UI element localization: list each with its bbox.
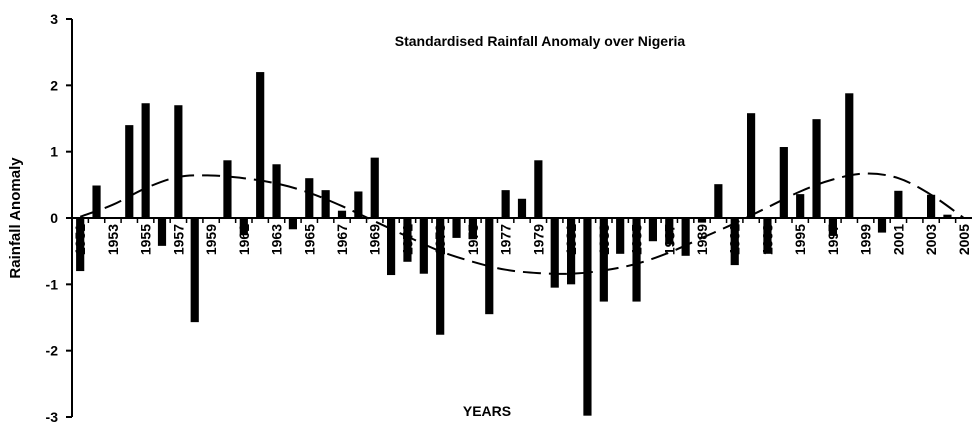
x-tick-label: 1983 — [596, 224, 612, 255]
bar-2001 — [894, 190, 903, 218]
x-tick-label: 1997 — [825, 224, 841, 255]
bar-1967 — [337, 210, 347, 218]
x-tick-label: 1961 — [236, 224, 252, 255]
x-tick-label: 2005 — [956, 224, 972, 255]
bar-1965 — [305, 178, 314, 218]
x-tick-label: 1965 — [301, 224, 317, 255]
x-tick-label: 1969 — [367, 224, 383, 255]
bar-1989 — [697, 218, 707, 223]
x-tick-label: 1995 — [792, 224, 808, 255]
x-tick-label: 1979 — [530, 224, 546, 255]
y-ticks-group: 3 2 1 0 -1 -2 -3 — [46, 11, 72, 425]
bar-1995 — [796, 194, 805, 218]
x-tick-label: 2001 — [890, 224, 906, 255]
bar-1964 — [288, 218, 297, 230]
y-tick-label: 0 — [50, 210, 58, 226]
bar-1994 — [779, 147, 788, 218]
x-tick-label: 1975 — [465, 224, 481, 255]
bar-1962 — [256, 72, 265, 218]
x-ticks-group: 1951 1953 1955 1957 1959 1961 1963 1965 1967 1969… — [71, 218, 972, 255]
x-tick-label: 2003 — [923, 224, 939, 255]
x-tick-label: 1981 — [563, 224, 579, 255]
x-tick-label: 1967 — [334, 224, 350, 255]
x-tick-label: 1971 — [400, 224, 416, 255]
bar-1951 — [76, 218, 85, 272]
x-tick-label: 1955 — [138, 224, 154, 255]
y-tick-label: 2 — [50, 77, 58, 93]
y-tick-label: -3 — [46, 409, 59, 425]
y-tick-label: -1 — [46, 276, 59, 292]
x-tick-label: 1985 — [629, 224, 645, 255]
bar-1973 — [436, 218, 445, 335]
bar-1980 — [550, 218, 559, 288]
bar-2000 — [877, 218, 887, 233]
bar-1981 — [567, 218, 576, 285]
bar-1988 — [681, 218, 690, 256]
y-axis-label: Rainfall Anomaly — [7, 157, 24, 279]
bar-1982 — [583, 218, 592, 416]
x-tick-label: 1993 — [760, 224, 776, 255]
bar-1963 — [272, 164, 281, 218]
bar-1961 — [239, 218, 248, 236]
bar-1956 — [157, 218, 167, 246]
bar-1978 — [517, 198, 527, 218]
bar-1991 — [730, 218, 739, 266]
x-tick-label: 1973 — [432, 224, 448, 255]
bar-1986 — [648, 218, 657, 242]
bar-1958 — [190, 218, 199, 323]
bar-1997 — [828, 218, 837, 236]
bar-1952 — [92, 185, 101, 218]
x-tick-label: 1977 — [498, 224, 514, 255]
bar-1993 — [763, 218, 772, 254]
bar-1984 — [616, 218, 625, 254]
bar-1957 — [174, 105, 183, 218]
bar-1992 — [747, 113, 756, 218]
bar-1971 — [403, 218, 412, 262]
x-tick-label: 1963 — [269, 224, 285, 255]
x-axis-label: YEARS — [463, 403, 511, 419]
y-tick-label: 1 — [50, 144, 58, 160]
bar-1985 — [632, 218, 641, 302]
bar-1972 — [419, 218, 428, 274]
x-tick-label: 1991 — [727, 224, 743, 255]
bar-1979 — [534, 160, 543, 218]
x-tick-label: 1999 — [858, 224, 874, 255]
bar-1968 — [354, 191, 363, 218]
bar-1954 — [125, 125, 134, 218]
bar-1977 — [501, 190, 510, 218]
bar-1966 — [321, 190, 330, 218]
x-tick-label: 1957 — [170, 224, 186, 255]
x-tick-label: 1953 — [105, 224, 121, 255]
y-tick-label: -2 — [46, 343, 59, 359]
bar-1974 — [452, 218, 461, 238]
bar-2003 — [927, 194, 936, 218]
bar-1969 — [370, 157, 379, 218]
bars-group — [76, 72, 952, 416]
x-tick-label: 1989 — [694, 224, 710, 255]
y-tick-label: 3 — [50, 11, 58, 27]
bar-1975 — [468, 218, 477, 240]
bar-1955 — [141, 103, 150, 218]
bar-1990 — [714, 184, 723, 218]
chart-title: Standardised Rainfall Anomaly over Niger… — [395, 33, 686, 49]
x-tick-label: 1959 — [203, 224, 219, 255]
x-tick-label: 1951 — [72, 224, 88, 255]
bar-1960 — [223, 160, 232, 218]
bar-1996 — [812, 119, 821, 218]
bar-1970 — [387, 218, 396, 276]
x-tick-label: 1987 — [661, 224, 677, 255]
bar-2004 — [943, 214, 952, 218]
bar-1987 — [665, 218, 674, 245]
bar-1998 — [845, 93, 854, 218]
bar-1983 — [599, 218, 608, 302]
